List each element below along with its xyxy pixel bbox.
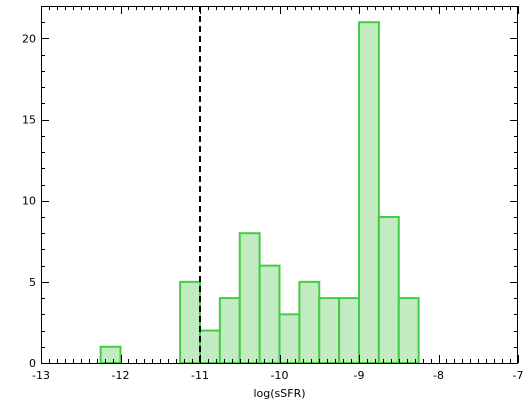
- y-tick-label: 20: [22, 32, 36, 45]
- histogram-bar: [377, 215, 400, 364]
- histogram-bar: [199, 329, 221, 364]
- bars-group: [99, 21, 420, 365]
- histogram-bar: [298, 280, 321, 365]
- histogram-bar: [358, 21, 380, 365]
- y-tick-labels: 0 5 10 15 20: [22, 32, 36, 370]
- x-axis-label: log(sSFR): [253, 387, 305, 400]
- ticks-group: [41, 6, 519, 364]
- x-tick-label: -8: [433, 369, 444, 382]
- histogram-bar: [397, 297, 420, 364]
- histogram-bar: [258, 264, 281, 364]
- histogram-bar: [338, 297, 360, 364]
- y-tick-label: 5: [29, 276, 36, 289]
- y-tick-label: 0: [29, 357, 36, 370]
- x-tick-label: -12: [112, 369, 130, 382]
- histogram-bar: [179, 280, 201, 365]
- x-tick-label: -13: [32, 369, 50, 382]
- histogram-bar: [278, 313, 301, 364]
- x-tick-label: -7: [513, 369, 524, 382]
- x-tick-label: -10: [271, 369, 289, 382]
- x-tick-labels: -13 -12 -11 -10 -9 -8 -7: [32, 369, 523, 382]
- x-tick-label: -9: [354, 369, 365, 382]
- x-tick-label: -11: [191, 369, 209, 382]
- y-tick-label: 15: [22, 114, 36, 127]
- y-tick-label: 10: [22, 195, 36, 208]
- histogram-bar: [99, 345, 122, 365]
- histogram-bar: [238, 232, 261, 364]
- histogram-bar: [218, 297, 241, 364]
- histogram-bar: [318, 297, 341, 364]
